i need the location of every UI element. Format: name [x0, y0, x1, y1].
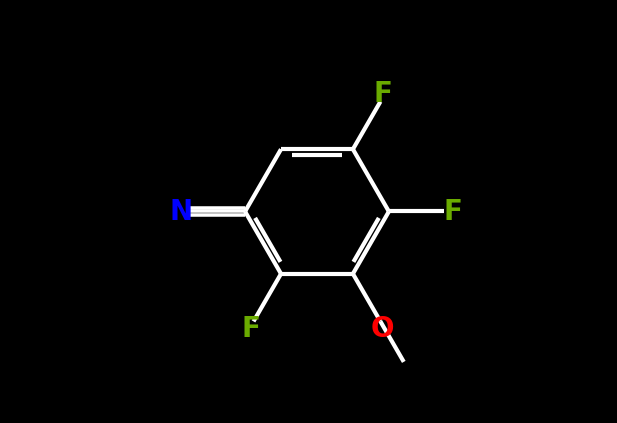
Text: O: O [371, 315, 394, 343]
Text: F: F [242, 315, 261, 343]
Text: F: F [373, 80, 392, 108]
Text: F: F [444, 198, 463, 225]
Text: N: N [169, 198, 193, 225]
